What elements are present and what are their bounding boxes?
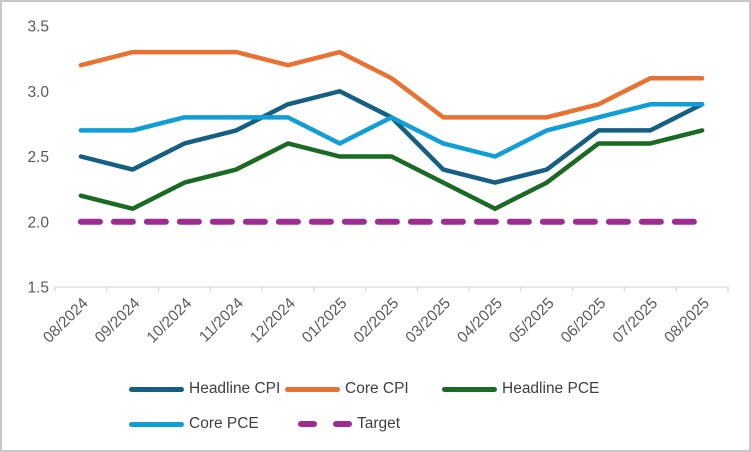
y-axis-tick-label: 1.5 [27,280,49,297]
legend-label: Core CPI [345,380,409,397]
y-axis-tick-label: 2.0 [27,214,49,231]
legend-dashed-line-swatch [285,421,352,427]
legend-label: Target [357,415,401,432]
x-axis-category-label: 12/2024 [247,295,299,347]
legend-item-headline-cpi[interactable]: Headline CPI [129,380,280,398]
x-axis-category-label: 08/2025 [661,295,713,347]
legend-line-swatch [442,386,497,392]
x-axis-category-label: 09/2024 [92,295,144,347]
x-axis-category-label: 10/2024 [144,295,196,347]
series-line-headline-pce[interactable] [78,128,705,211]
legend-label: Core PCE [189,415,259,432]
series-line-core-pce[interactable] [78,102,705,159]
x-axis-category-label: 03/2025 [402,295,454,347]
x-axis-category-label: 01/2025 [299,295,351,347]
y-axis-tick-label: 3.0 [27,84,49,101]
legend-item-headline-pce[interactable]: Headline PCE [442,380,599,398]
x-axis-category-label: 02/2025 [351,295,403,347]
y-axis-tick-label: 3.5 [27,19,49,36]
legend-item-core-cpi[interactable]: Core CPI [285,380,409,398]
legend-label: Headline CPI [189,380,281,397]
y-axis-tick-label: 2.5 [27,149,49,166]
x-axis-category-label: 04/2025 [454,295,506,347]
x-axis-category-label: 07/2025 [610,295,662,347]
x-axis-category-label: 06/2025 [558,295,610,347]
legend-label: Headline PCE [502,380,600,397]
x-axis-category-label: 05/2025 [506,295,558,347]
legend-line-swatch [285,386,340,392]
legend-line-swatch [129,386,184,392]
x-axis-category-label: 08/2024 [40,295,92,347]
series-line-headline-cpi[interactable] [78,89,705,185]
legend-item-core-pce[interactable]: Core PCE [129,415,259,433]
series-line-core-cpi[interactable] [78,49,705,120]
legend-dash [298,421,317,427]
legend-line-swatch [129,421,184,427]
x-axis-category-label: 11/2024 [196,295,247,346]
legend-dash [333,421,352,427]
legend-item-target[interactable]: Target [285,415,400,433]
